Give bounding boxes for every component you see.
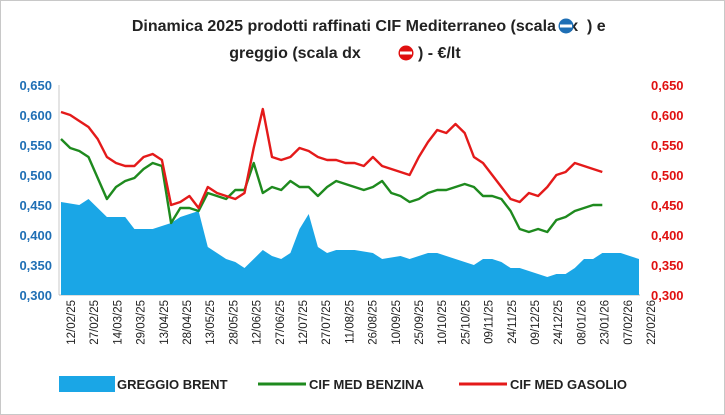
x-tick-label: 14/03/25: [112, 300, 124, 345]
left-y-tick-label: 0,600: [19, 108, 52, 123]
x-tick-label: 09/11/25: [484, 300, 496, 344]
right-y-tick-label: 0,650: [651, 78, 684, 93]
right-y-ticks: 0,650 0,600 0,550 0,500 0,450 0,400 0,350 0,300: [651, 78, 684, 303]
x-ticks: 12/02/25 27/02/25 14/03/25 29/03/25 13/04/25…: [66, 300, 658, 345]
x-tick-label: 23/01/26: [600, 300, 612, 345]
left-y-tick-label: 0,550: [19, 138, 52, 153]
x-tick-label: 27/07/25: [321, 300, 333, 345]
left-y-tick-label: 0,400: [19, 228, 52, 243]
left-y-tick-label: 0,350: [19, 258, 52, 273]
x-tick-label: 25/10/25: [460, 300, 472, 345]
right-y-tick-label: 0,350: [651, 258, 684, 273]
x-tick-label: 13/05/25: [205, 300, 217, 345]
chart-title-line2-end: ) - €/lt: [418, 45, 461, 62]
x-tick-label: 26/08/25: [368, 300, 380, 345]
x-tick-label: 22/02/26: [646, 300, 658, 345]
right-y-tick-label: 0,300: [651, 288, 684, 303]
x-tick-label: 25/09/25: [414, 300, 426, 345]
chart-title-line2: greggio (scala dx: [229, 45, 361, 62]
x-tick-label: 10/10/25: [437, 300, 449, 345]
left-y-tick-label: 0,300: [19, 288, 52, 303]
left-y-ticks: 0,650 0,600 0,550 0,500 0,450 0,400 0,350 0,300: [19, 78, 52, 303]
legend-swatch-brent: [59, 376, 115, 392]
series-line-gasolio: [60, 107, 603, 210]
right-y-tick-label: 0,450: [651, 198, 684, 213]
blue-circle-icon: [558, 18, 574, 34]
series-line-benzina: [60, 138, 603, 234]
right-y-tick-label: 0,500: [651, 168, 684, 183]
left-y-tick-label: 0,450: [19, 198, 52, 213]
lines-layer: [60, 107, 603, 234]
legend-label-benzina: CIF MED BENZINA: [309, 377, 424, 392]
brent-area-layer: [61, 199, 639, 295]
chart-title-line1: Dinamica 2025 prodotti raffinati CIF Med…: [132, 18, 578, 35]
legend-label-brent: GREGGIO BRENT: [117, 377, 228, 392]
right-y-tick-label: 0,600: [651, 108, 684, 123]
x-tick-label: 08/01/26: [576, 300, 588, 345]
chart-title-line1-end: ) e: [587, 18, 606, 35]
x-tick-label: 09/12/25: [530, 300, 542, 345]
right-y-tick-label: 0,400: [651, 228, 684, 243]
x-tick-label: 28/04/25: [182, 300, 194, 345]
x-tick-label: 24/12/25: [553, 300, 565, 345]
legend-label-gasolio: CIF MED GASOLIO: [510, 377, 627, 392]
series-area-greggio-brent: [61, 199, 639, 295]
x-tick-label: 07/02/26: [623, 300, 635, 345]
right-y-tick-label: 0,550: [651, 138, 684, 153]
x-tick-label: 28/05/25: [228, 300, 240, 345]
x-tick-label: 13/04/25: [159, 300, 171, 345]
x-tick-label: 12/07/25: [298, 300, 310, 345]
red-circle-icon: [398, 45, 414, 61]
x-tick-label: 12/02/25: [66, 300, 78, 345]
x-tick-label: 27/02/25: [89, 300, 101, 345]
x-tick-label: 29/03/25: [136, 300, 148, 345]
x-tick-label: 27/06/25: [275, 300, 287, 345]
left-y-tick-label: 0,650: [19, 78, 52, 93]
x-tick-label: 10/09/25: [391, 300, 403, 345]
left-y-tick-label: 0,500: [19, 168, 52, 183]
legend: GREGGIO BRENT CIF MED BENZINA CIF MED GA…: [59, 376, 627, 392]
x-tick-label: 11/08/25: [344, 300, 356, 344]
x-tick-label: 24/11/25: [507, 300, 519, 344]
x-tick-label: 12/06/25: [252, 300, 264, 345]
